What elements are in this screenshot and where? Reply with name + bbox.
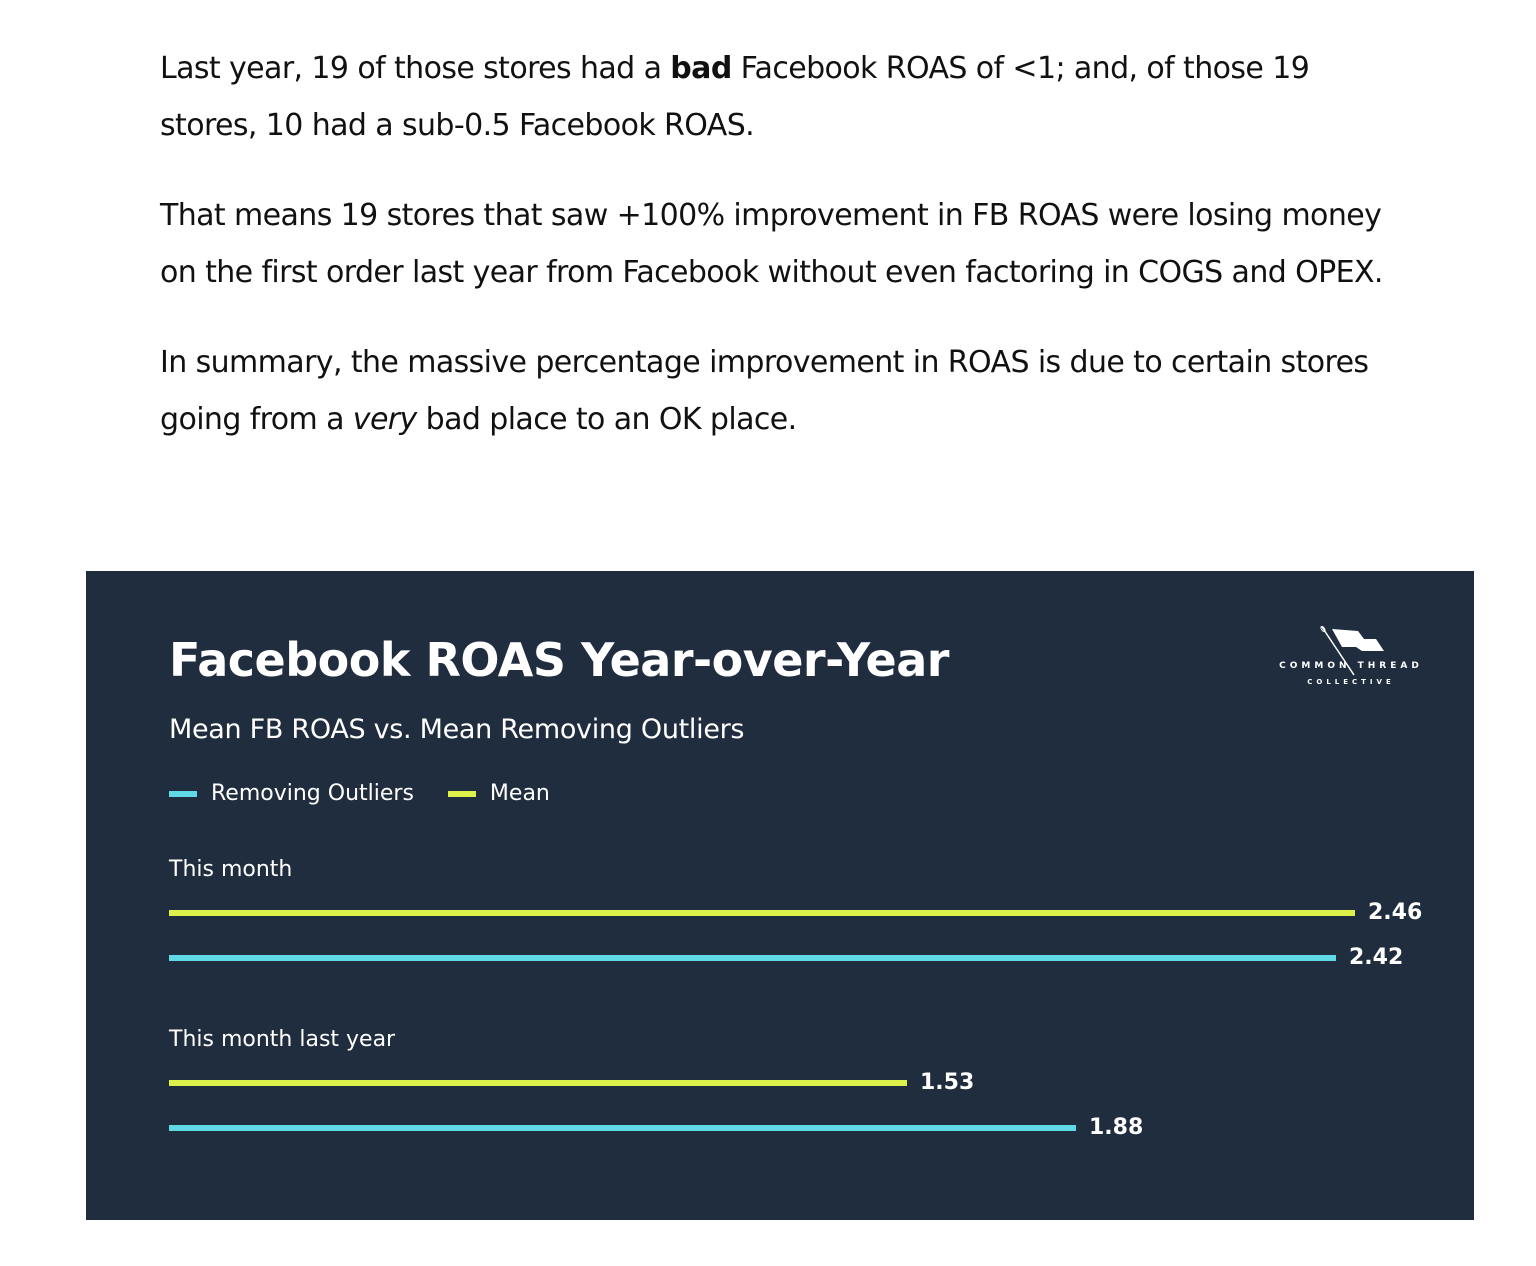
- legend-item-mean: Mean: [447, 781, 550, 806]
- flag-needle-icon: [1320, 625, 1384, 676]
- paragraph-summary: In summary, the massive percentage impro…: [160, 334, 1400, 448]
- chart-legend: Removing Outliers Mean: [169, 781, 584, 806]
- bar-this-month-removing-outliers: [169, 955, 1336, 961]
- bold-text: bad: [670, 51, 732, 86]
- category-label-this-month: This month: [169, 857, 293, 882]
- chart-title: Facebook ROAS Year-over-Year: [169, 633, 949, 687]
- paragraph-text: Last year, 19 of those stores had a: [160, 51, 671, 86]
- value-label: 1.53: [920, 1070, 975, 1095]
- value-label: 1.88: [1089, 1115, 1144, 1140]
- paragraph-text: In summary, the massive percentage impro…: [160, 345, 1369, 437]
- legend-label: Removing Outliers: [211, 781, 414, 806]
- legend-swatch-cyan: [169, 790, 197, 797]
- chart-panel: Facebook ROAS Year-over-Year Mean FB ROA…: [86, 571, 1474, 1220]
- value-label: 2.46: [1368, 900, 1423, 925]
- bar-last-year-mean: [169, 1080, 907, 1086]
- category-label-last-year: This month last year: [169, 1027, 396, 1052]
- italic-text: very: [352, 402, 418, 437]
- legend-swatch-yellow: [447, 790, 476, 797]
- logo-subtitle: COLLECTIVE: [1307, 678, 1395, 686]
- logo-name: COMMON THREAD: [1279, 661, 1423, 671]
- chart-subtitle: Mean FB ROAS vs. Mean Removing Outliers: [169, 714, 745, 745]
- paragraph-text: bad place to an OK place.: [416, 402, 798, 437]
- bar-last-year-removing-outliers: [169, 1125, 1076, 1131]
- bar-this-month-mean: [169, 910, 1355, 916]
- common-thread-logo: COMMON THREAD COLLECTIVE: [1278, 625, 1424, 691]
- paragraph-stores-bad-roas: Last year, 19 of those stores had a bad …: [160, 40, 1400, 154]
- paragraph-text: Facebook ROAS of <1; and, of those 19 st…: [160, 51, 1310, 143]
- paragraph-losing-money: That means 19 stores that saw +100% impr…: [160, 198, 1383, 290]
- value-label: 2.42: [1349, 945, 1404, 970]
- article-body: Last year, 19 of those stores had a bad …: [160, 40, 1400, 448]
- legend-item-removing-outliers: Removing Outliers: [169, 781, 414, 806]
- legend-label: Mean: [489, 781, 550, 806]
